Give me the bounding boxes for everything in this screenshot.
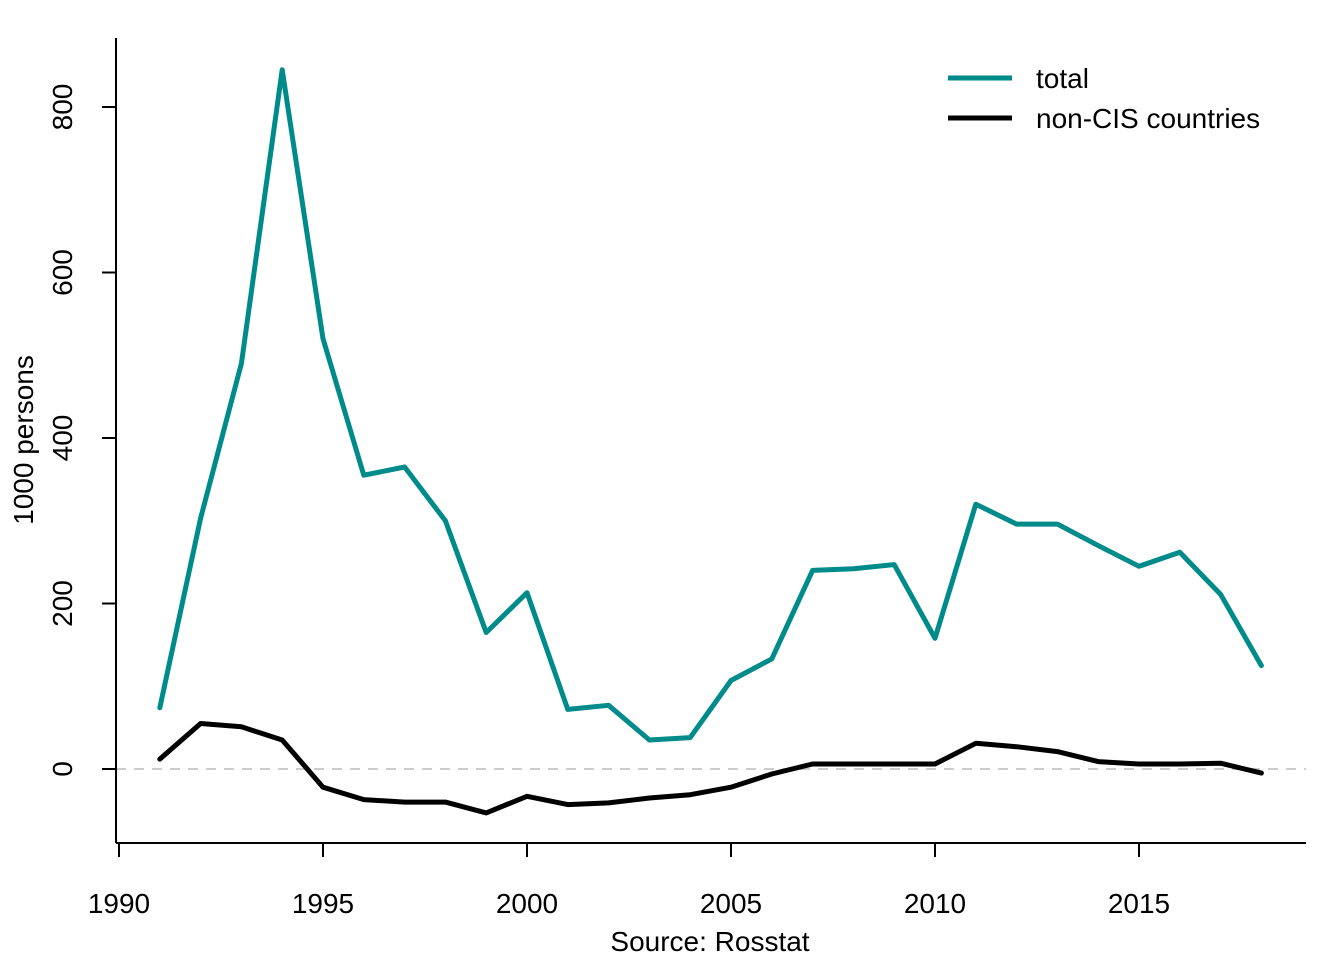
y-axis-title: 1000 persons — [8, 355, 39, 525]
x-tick-label: 2000 — [496, 888, 558, 919]
y-tick-label: 0 — [47, 761, 78, 777]
y-tick-label: 200 — [47, 580, 78, 627]
x-tick-label: 1995 — [292, 888, 354, 919]
x-tick-label: 1990 — [88, 888, 150, 919]
x-tick-label: 2015 — [1108, 888, 1170, 919]
legend-label-total: total — [1036, 63, 1089, 94]
series-line-non-cis — [157, 721, 1264, 816]
y-tick-label: 400 — [47, 415, 78, 462]
x-tick-label: 2005 — [700, 888, 762, 919]
legend: total non-CIS countries — [948, 63, 1260, 134]
x-tick-label: 2010 — [904, 888, 966, 919]
y-tick-label: 600 — [47, 249, 78, 296]
axes — [115, 38, 1306, 844]
y-tick-label: 800 — [47, 84, 78, 131]
series-line-total — [157, 67, 1264, 743]
series-group — [157, 67, 1264, 816]
legend-label-non-cis: non-CIS countries — [1036, 103, 1260, 134]
x-axis-title: Source: Rosstat — [610, 926, 809, 957]
